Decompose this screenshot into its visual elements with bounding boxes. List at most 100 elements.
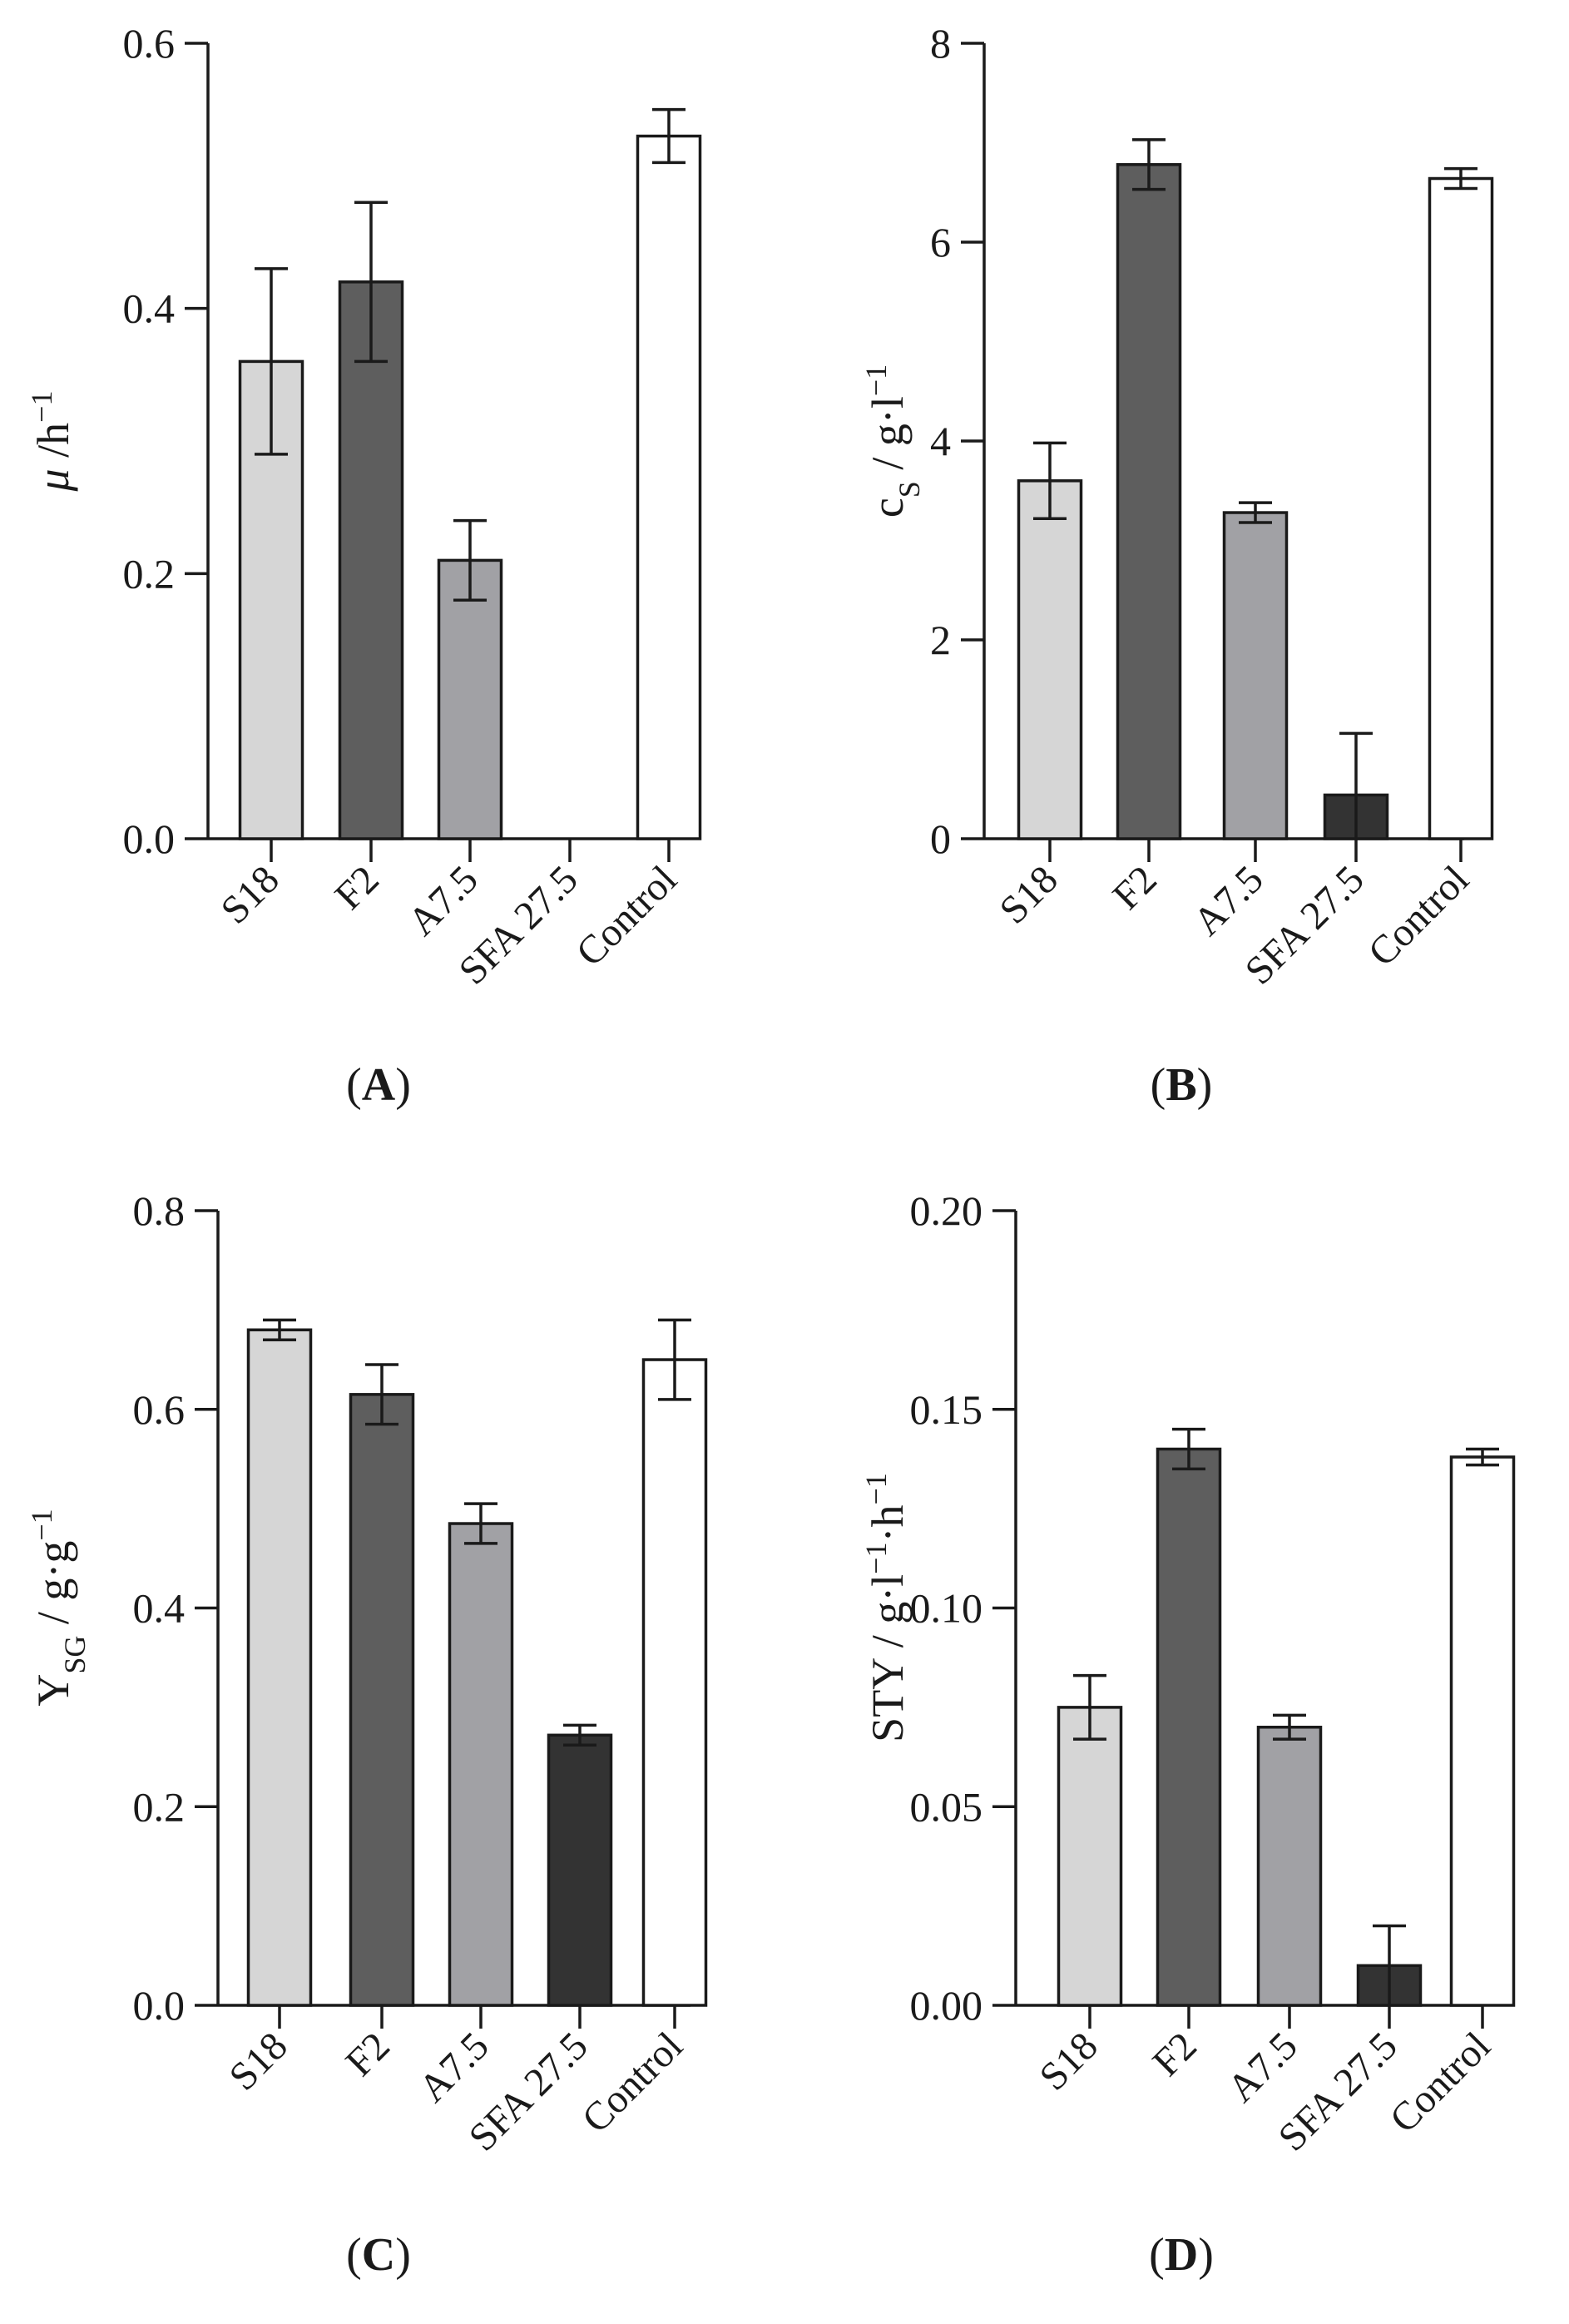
panel-label-paren: (	[346, 1059, 362, 1111]
bar-f2	[349, 1393, 415, 2007]
error-bar	[1339, 731, 1373, 839]
category-label: F2	[326, 857, 387, 918]
y-axis-label-superscript: −1	[859, 1473, 893, 1504]
y-tick-label: 0.00	[910, 1982, 983, 2029]
bar-f2	[1156, 1447, 1222, 2007]
y-axis-label: μ /h−1	[25, 391, 78, 493]
category-label: S18	[220, 2024, 295, 2099]
category-label: A7.5	[1219, 2024, 1305, 2110]
y-tick-label: 0.2	[133, 1783, 186, 1830]
y-tick-label: 0.6	[133, 1386, 186, 1433]
y-axis-label-main: μ	[28, 468, 78, 492]
error-bar	[1373, 1924, 1406, 2005]
category-label: F2	[1144, 2024, 1205, 2084]
y-tick-label: 0.05	[910, 1783, 983, 1830]
bar-a7-5	[1222, 511, 1289, 840]
category-label: F2	[1104, 857, 1165, 918]
bar-control	[641, 1358, 708, 2007]
error-bar	[652, 107, 686, 165]
error-bar	[1273, 1713, 1306, 1741]
panel-label-paren: (	[1151, 1059, 1166, 1111]
bar-f2	[1116, 163, 1182, 840]
y-tick-label: 4	[930, 418, 951, 464]
y-tick-label: 0.2	[123, 550, 176, 597]
y-axis-label-main: c	[863, 498, 913, 518]
y-tick-label: 0.20	[910, 1187, 983, 1234]
y-axis-label-main: Y	[28, 1674, 78, 1707]
y-axis-label-text: ·h	[863, 1505, 913, 1543]
bar-s18	[1057, 1706, 1123, 2007]
category-label: S18	[1031, 2024, 1106, 2099]
panel-label-paren: )	[395, 1059, 411, 1111]
y-tick-label: 6	[930, 219, 951, 265]
error-bar	[453, 518, 487, 602]
y-tick-label: 0.4	[123, 285, 176, 332]
panel-label-paren: (	[346, 2229, 362, 2281]
error-bar	[354, 201, 388, 364]
bar-s18	[246, 1328, 313, 2007]
y-axis-label-superscript: −1	[859, 364, 893, 396]
panel-label-letter: C	[362, 2229, 395, 2281]
y-axis-label-superscript: −1	[859, 1542, 893, 1573]
bar-s18	[1017, 479, 1083, 840]
y-axis-label: cS / g·l−1	[859, 364, 926, 518]
error-bar	[1444, 166, 1477, 191]
category-label: A7.5	[1185, 857, 1271, 944]
category-label: S18	[991, 857, 1066, 932]
y-axis-label-subscript: SG	[58, 1636, 92, 1674]
panel-label: (C)	[346, 2229, 411, 2281]
bar-f2	[338, 280, 404, 840]
bar-control	[1449, 1455, 1516, 2007]
y-tick-label: 0.15	[910, 1386, 983, 1433]
y-axis-label: YSG / g·g−1	[25, 1509, 92, 1706]
bar-a7-5	[437, 558, 503, 840]
bar-a7-5	[448, 1522, 514, 2007]
panel-label: (D)	[1149, 2229, 1214, 2281]
y-tick-label: 2	[930, 617, 951, 663]
y-tick-label: 0.8	[133, 1187, 186, 1234]
y-axis-label-superscript: −1	[25, 391, 58, 423]
y-tick-label: 0.10	[910, 1585, 983, 1632]
y-tick-label: 0.4	[133, 1585, 186, 1632]
error-bar	[1132, 138, 1166, 191]
error-bar	[365, 1363, 398, 1426]
y-axis-label-subscript: S	[893, 481, 926, 498]
bar-a7-5	[1256, 1726, 1323, 2007]
panel-label-letter: B	[1166, 1059, 1196, 1111]
y-tick-label: 0	[930, 815, 951, 862]
panel-label: (A)	[346, 1059, 411, 1111]
error-bar	[658, 1318, 691, 1401]
panel-label: (B)	[1151, 1059, 1213, 1111]
panel-label-paren: (	[1149, 2229, 1165, 2281]
error-bar	[263, 1318, 296, 1341]
category-label: A7.5	[399, 857, 486, 944]
category-label: Control	[1360, 857, 1477, 974]
y-tick-label: 0.6	[123, 20, 176, 67]
y-tick-label: 0.0	[123, 815, 176, 862]
y-axis-label-text: / g·l	[863, 396, 913, 481]
panel-label-letter: A	[362, 1059, 396, 1111]
error-bar	[1073, 1673, 1106, 1741]
y-tick-label: 0.0	[133, 1982, 186, 2029]
panel-label-letter: D	[1165, 2229, 1198, 2281]
error-bar	[1466, 1447, 1499, 1467]
category-label: A7.5	[410, 2024, 497, 2110]
category-label: Control	[1382, 2024, 1499, 2141]
category-label: Control	[568, 857, 686, 974]
panel-label-paren: )	[1197, 1059, 1213, 1111]
bar-control	[1428, 176, 1494, 840]
panel-label-paren: )	[395, 2229, 411, 2281]
category-label: F2	[337, 2024, 398, 2084]
y-axis-label-text: /h	[28, 423, 78, 469]
y-axis-label-text: / g·g	[28, 1541, 78, 1636]
error-bar	[1172, 1427, 1205, 1471]
error-bar	[464, 1502, 497, 1545]
error-bar	[563, 1723, 596, 1747]
bar-control	[636, 134, 702, 840]
error-bar	[1033, 441, 1067, 520]
error-bar	[1239, 501, 1272, 524]
y-axis-label: STY / g·l−1·h−1	[859, 1473, 913, 1742]
